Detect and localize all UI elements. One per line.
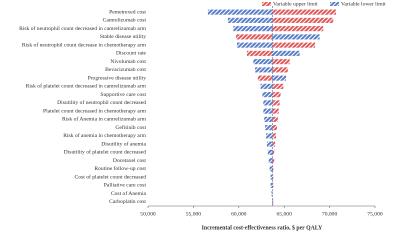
- bar: [272, 9, 336, 15]
- bar: [270, 182, 273, 188]
- category-label: Supportive care cost: [100, 92, 146, 98]
- x-tick-label: 75,000: [367, 211, 383, 217]
- bar: [272, 17, 334, 23]
- bar: [272, 166, 274, 172]
- bar: [272, 92, 281, 98]
- x-tick-label: 50,000: [140, 211, 156, 217]
- bar: [272, 116, 278, 122]
- bar: [233, 26, 273, 32]
- bar: [268, 158, 273, 164]
- bar: [272, 59, 290, 65]
- bar: [264, 116, 273, 122]
- category-label: Platelet count decreased in chemotherapy…: [43, 108, 147, 114]
- category-label: Discount rate: [116, 51, 146, 57]
- x-tick-label: 65,000: [277, 211, 293, 217]
- category-label: Camrelizumab cost: [103, 18, 147, 24]
- bar: [236, 34, 273, 40]
- category-label: Bevacizumab cost: [105, 67, 146, 73]
- x-axis-label: Incremental cost-effectiveness ratio, $ …: [202, 224, 323, 231]
- bar: [263, 108, 273, 114]
- bar: [272, 26, 324, 32]
- bar: [272, 199, 274, 205]
- bar: [272, 141, 276, 147]
- bar: [272, 50, 300, 56]
- bar: [207, 9, 273, 15]
- category-label: Disutility of neutrophil count decreased: [57, 99, 146, 106]
- x-tick-label: 55,000: [186, 211, 202, 217]
- bar: [227, 17, 273, 23]
- category-label: Nivolumab cost: [110, 59, 146, 65]
- bar: [272, 100, 280, 106]
- bar: [236, 42, 273, 48]
- category-label: Stable disease utility: [100, 34, 146, 40]
- bar: [271, 191, 273, 197]
- legend-label: Variable lower limit: [341, 2, 386, 8]
- category-label: Risk of platelet count decreased in camr…: [26, 83, 147, 90]
- category-label: Palliative care cost: [104, 183, 147, 189]
- category-label: Routine follow-up cost: [94, 165, 146, 172]
- bar: [267, 149, 273, 155]
- bar: [269, 166, 273, 172]
- bar: [260, 83, 273, 89]
- bar: [272, 42, 316, 48]
- category-label: Disutility of anemia: [101, 140, 146, 147]
- bar: [266, 141, 273, 147]
- bar: [272, 34, 320, 40]
- category-label: Pemetrexed cost: [109, 9, 146, 15]
- bar: [272, 67, 288, 73]
- bar: [253, 59, 273, 65]
- category-label: Risk of Anemia in camrelizumab arm: [62, 116, 147, 123]
- bar: [270, 174, 273, 180]
- bar: [272, 158, 275, 164]
- category-label: Gefitinib cost: [115, 124, 146, 131]
- category-label: Risk of anemia in chemotherapy arm: [63, 132, 146, 139]
- bar: [266, 133, 273, 139]
- category-label: Disutility of platelet count decreased: [64, 149, 147, 156]
- category-label: Docetaxel cost: [113, 158, 147, 164]
- bar: [262, 92, 273, 98]
- bar: [272, 83, 284, 89]
- bar: [272, 75, 287, 81]
- category-label: Cost of platelet count decreased: [75, 173, 147, 180]
- category-label: Risk of neutrophil count decreased in ca…: [19, 25, 147, 32]
- category-label: Cost of Anemia: [111, 190, 147, 197]
- category-label: Carboplatin cost: [109, 199, 146, 205]
- legend-swatch: [262, 2, 271, 6]
- bar: [265, 125, 273, 131]
- x-tick-label: 70,000: [322, 211, 338, 217]
- bar: [272, 133, 277, 139]
- bar: [272, 108, 279, 114]
- category-label: Risk of neutrophil count decrease in che…: [22, 41, 147, 48]
- bar: [257, 75, 273, 81]
- bar: [246, 50, 273, 56]
- bar: [272, 125, 277, 131]
- bar: [263, 100, 273, 106]
- bar: [272, 182, 274, 188]
- bar: [255, 67, 273, 73]
- bar: [272, 149, 275, 155]
- x-tick-label: 60,000: [231, 211, 247, 217]
- legend-swatch: [330, 2, 339, 6]
- legend-label: Variable upper limit: [273, 2, 318, 8]
- bar: [272, 174, 274, 180]
- category-label: Progressive disease utility: [88, 75, 147, 81]
